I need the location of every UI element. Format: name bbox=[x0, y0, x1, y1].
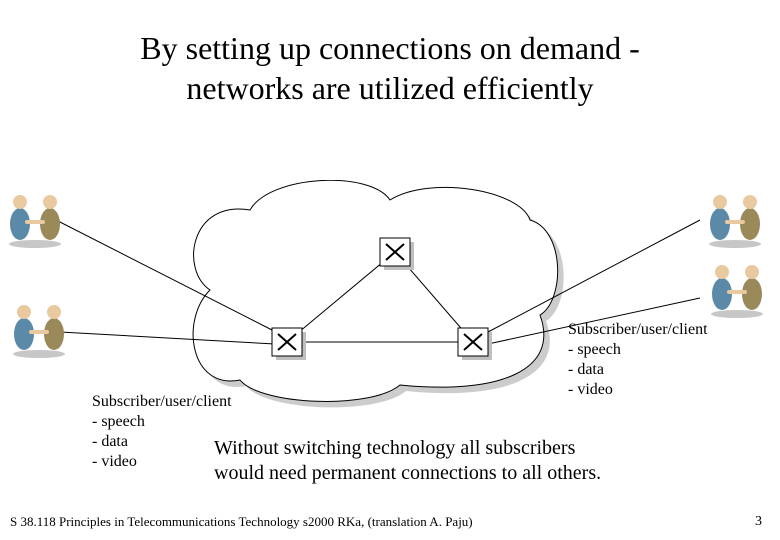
people-top-right-icon bbox=[700, 180, 770, 250]
slide-caption: Without switching technology all subscri… bbox=[214, 436, 754, 486]
subscriber-left-heading: Subscriber/user/client bbox=[92, 392, 232, 412]
caption-line-2: would need permanent connections to all … bbox=[214, 462, 601, 484]
subscriber-left-label: Subscriber/user/client - speech - data -… bbox=[92, 392, 232, 472]
people-bottom-left-icon bbox=[4, 290, 74, 360]
subscriber-right-heading: Subscriber/user/client bbox=[568, 320, 708, 340]
caption-line-1: Without switching technology all subscri… bbox=[214, 437, 575, 459]
subscriber-right-label: Subscriber/user/client - speech - data -… bbox=[568, 320, 708, 400]
people-bottom-right-icon bbox=[702, 250, 772, 320]
subscriber-right-item: - data bbox=[568, 360, 708, 380]
subscriber-right-item: - video bbox=[568, 380, 708, 400]
subscriber-left-item: - video bbox=[92, 452, 232, 472]
people-top-left-icon bbox=[0, 180, 70, 250]
page-number: 3 bbox=[755, 514, 762, 530]
title-line-1: By setting up connections on demand - bbox=[140, 30, 639, 66]
title-line-2: networks are utilized efficiently bbox=[186, 70, 593, 106]
subscriber-left-item: - speech bbox=[92, 412, 232, 432]
slide-footer: S 38.118 Principles in Telecommunication… bbox=[10, 514, 473, 530]
slide-title: By setting up connections on demand - ne… bbox=[0, 28, 780, 108]
subscriber-right-item: - speech bbox=[568, 340, 708, 360]
subscriber-left-item: - data bbox=[92, 432, 232, 452]
